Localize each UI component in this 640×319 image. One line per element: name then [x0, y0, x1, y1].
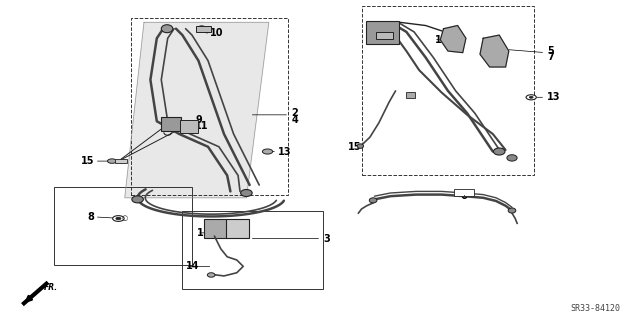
Circle shape	[526, 95, 536, 100]
Bar	[54, 187, 192, 265]
Text: 4: 4	[291, 115, 298, 125]
Bar	[182, 211, 323, 289]
Text: 14: 14	[186, 261, 199, 271]
FancyBboxPatch shape	[366, 21, 399, 44]
Ellipse shape	[357, 144, 364, 148]
Bar	[362, 6, 534, 175]
FancyBboxPatch shape	[204, 219, 227, 238]
Circle shape	[108, 159, 116, 163]
Text: 6: 6	[461, 191, 467, 201]
FancyBboxPatch shape	[226, 219, 249, 238]
Circle shape	[529, 96, 533, 98]
Text: 1: 1	[197, 228, 204, 238]
Ellipse shape	[197, 26, 206, 32]
Text: 2: 2	[291, 108, 298, 118]
Text: 15: 15	[81, 156, 95, 166]
Bar	[454, 189, 474, 196]
Text: 5: 5	[547, 46, 554, 56]
Text: 3: 3	[323, 234, 330, 244]
FancyBboxPatch shape	[161, 117, 181, 131]
Circle shape	[116, 217, 121, 220]
Ellipse shape	[241, 189, 252, 197]
FancyBboxPatch shape	[115, 159, 127, 163]
FancyBboxPatch shape	[376, 32, 393, 39]
Polygon shape	[125, 22, 269, 198]
Text: 13: 13	[278, 146, 292, 157]
Text: 7: 7	[547, 52, 554, 63]
Ellipse shape	[493, 148, 505, 155]
Ellipse shape	[207, 273, 215, 277]
Text: 12: 12	[435, 35, 449, 45]
Circle shape	[262, 149, 273, 154]
Circle shape	[113, 216, 124, 221]
Polygon shape	[480, 35, 509, 67]
Text: 13: 13	[547, 92, 561, 102]
Text: 11: 11	[195, 121, 209, 131]
Text: ○: ○	[122, 216, 128, 221]
Bar	[131, 18, 288, 195]
FancyBboxPatch shape	[180, 120, 198, 133]
Text: 15: 15	[348, 142, 362, 152]
Ellipse shape	[369, 198, 377, 203]
Text: FR.: FR.	[44, 283, 58, 292]
Text: SR33-84120: SR33-84120	[571, 304, 621, 313]
Text: 9: 9	[195, 115, 202, 125]
Ellipse shape	[508, 208, 516, 213]
Ellipse shape	[507, 155, 517, 161]
Text: 10: 10	[210, 28, 223, 39]
FancyBboxPatch shape	[406, 92, 415, 98]
Ellipse shape	[132, 196, 143, 203]
Polygon shape	[440, 26, 466, 53]
FancyBboxPatch shape	[196, 26, 211, 32]
Text: 8: 8	[88, 212, 95, 222]
Ellipse shape	[161, 25, 173, 33]
